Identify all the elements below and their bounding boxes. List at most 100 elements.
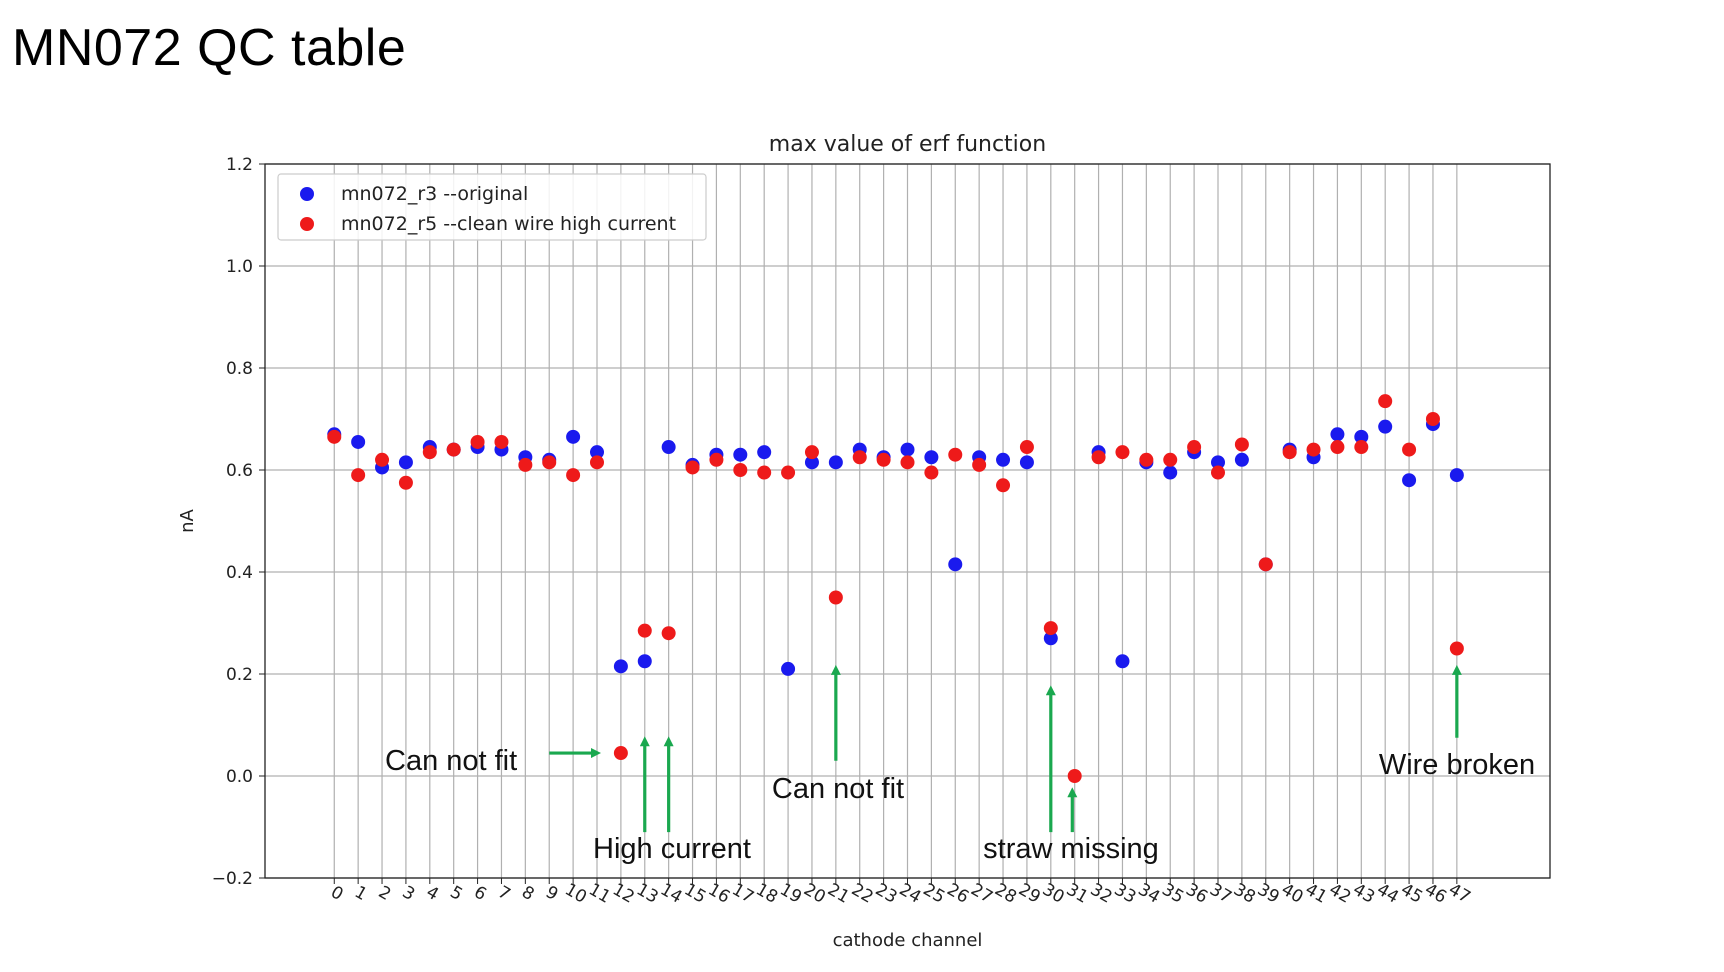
x-tick-label: 3 <box>399 882 418 905</box>
legend-label: mn072_r3 --original <box>341 183 528 205</box>
x-tick-label: 43 <box>1349 880 1378 908</box>
data-point-r3 <box>804 455 819 470</box>
x-tick-label: 27 <box>967 880 996 908</box>
data-point-r3 <box>900 442 915 457</box>
data-point-r5 <box>1282 445 1297 460</box>
data-point-r5 <box>972 457 987 472</box>
data-point-r5 <box>924 465 939 480</box>
data-point-r3 <box>781 661 796 676</box>
x-tick-label: 26 <box>943 880 972 908</box>
x-tick-label: 33 <box>1111 880 1140 908</box>
data-point-r5 <box>1330 440 1345 455</box>
data-point-r3 <box>1211 455 1226 470</box>
x-tick-label: 39 <box>1254 880 1283 908</box>
x-tick-label: 37 <box>1206 880 1235 908</box>
legend-label: mn072_r5 --clean wire high current <box>341 213 676 235</box>
x-tick-label: 45 <box>1397 880 1426 908</box>
y-tick-label: 0.2 <box>226 665 253 685</box>
data-point-r5 <box>351 468 366 483</box>
x-tick-label: 2 <box>375 882 394 905</box>
x-tick-label: 9 <box>542 882 561 905</box>
data-point-r5 <box>1115 445 1130 460</box>
data-point-r5 <box>1234 437 1249 452</box>
x-tick-label: 42 <box>1326 880 1355 908</box>
x-tick-label: 29 <box>1015 880 1044 908</box>
y-tick-label: 0.8 <box>226 359 253 379</box>
x-tick-label: 5 <box>447 882 466 905</box>
x-tick-label: 35 <box>1158 880 1187 908</box>
x-tick-label: 11 <box>585 880 614 908</box>
data-point-r3 <box>733 447 748 462</box>
data-point-r5 <box>1067 769 1082 783</box>
x-tick-label: 44 <box>1373 880 1402 908</box>
annotation-label: Wire broken <box>1379 749 1535 781</box>
data-point-r5 <box>494 434 509 449</box>
data-point-r3 <box>1043 631 1058 646</box>
data-point-r5 <box>637 623 652 638</box>
y-tick-label: −0.2 <box>212 869 253 889</box>
data-point-r3 <box>1449 468 1464 483</box>
x-tick-label: 0 <box>327 882 346 905</box>
x-tick-label: 4 <box>423 882 442 905</box>
x-tick-label: 25 <box>920 880 949 908</box>
data-point-r3 <box>757 445 772 460</box>
x-tick-label: 1 <box>351 882 370 905</box>
data-point-r3 <box>1115 654 1130 669</box>
data-point-r5 <box>542 455 557 470</box>
x-tick-label: 41 <box>1302 880 1331 908</box>
data-point-r3 <box>566 429 581 444</box>
data-point-r3 <box>661 440 676 455</box>
x-tick-label: 28 <box>991 880 1020 908</box>
data-point-r5 <box>398 475 413 490</box>
x-tick-label: 7 <box>494 882 513 905</box>
legend-marker <box>300 217 314 231</box>
x-tick-label: 30 <box>1039 880 1068 908</box>
data-point-r5 <box>1211 465 1226 480</box>
x-tick-label: 40 <box>1278 880 1307 908</box>
annotation-label: High current <box>593 833 751 865</box>
legend: mn072_r3 --original mn072_r5 --clean wire… <box>277 173 707 241</box>
legend-box <box>277 173 707 241</box>
data-point-r5 <box>661 626 676 641</box>
y-tick-label: 1.0 <box>226 257 253 277</box>
annotation-label: straw missing <box>983 833 1159 865</box>
legend-marker <box>300 187 314 201</box>
data-point-r3 <box>996 452 1011 467</box>
data-point-r5 <box>948 447 963 462</box>
data-point-r3 <box>1354 429 1369 444</box>
x-tick-label: 20 <box>800 880 829 908</box>
data-point-r5 <box>781 465 796 480</box>
data-point-r5 <box>1258 557 1273 572</box>
data-point-r5 <box>996 478 1011 493</box>
data-point-r5 <box>1019 440 1034 455</box>
data-points <box>327 394 1464 783</box>
annotation-label: Can not fit <box>385 745 517 777</box>
y-tick-label: 0.4 <box>226 563 253 583</box>
plot-frame <box>264 163 1551 879</box>
data-point-r3 <box>924 450 939 465</box>
annotations: Can not fit High current Can not fit straw … <box>385 664 1535 865</box>
data-point-r5 <box>1402 442 1417 457</box>
x-tick-label: 12 <box>609 880 638 908</box>
x-tick-label: 17 <box>728 880 757 908</box>
data-point-r5 <box>900 455 915 470</box>
data-point-r5 <box>828 590 843 605</box>
x-tick-label: 21 <box>824 880 853 908</box>
data-point-r5 <box>1091 450 1106 465</box>
slide-title: MN072 QC table <box>12 19 407 77</box>
data-point-r5 <box>518 457 533 472</box>
data-point-r3 <box>589 445 604 460</box>
annotation-label: Can not fit <box>772 773 904 805</box>
data-point-r5 <box>375 452 390 467</box>
data-point-r5 <box>1139 452 1154 467</box>
x-tick-label: 13 <box>633 880 662 908</box>
data-point-r5 <box>589 455 604 470</box>
x-tick-label: 8 <box>518 882 537 905</box>
data-point-r5 <box>566 468 581 483</box>
data-point-r3 <box>1402 473 1417 488</box>
data-point-r5 <box>733 463 748 477</box>
x-tick-label: 18 <box>752 880 781 908</box>
x-tick-label: 32 <box>1087 880 1116 908</box>
x-tick-label: 31 <box>1063 880 1092 908</box>
